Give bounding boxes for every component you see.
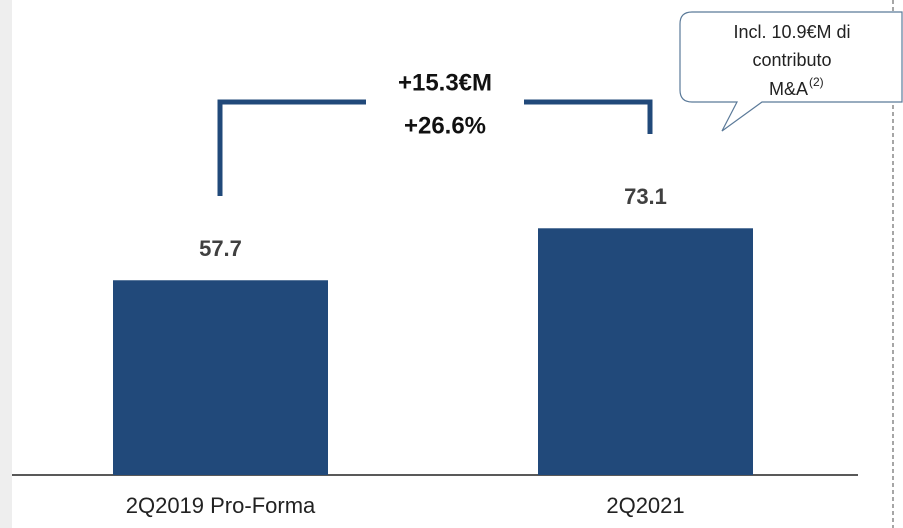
bracket <box>217 99 653 196</box>
delta-pct: +26.6% <box>404 112 486 139</box>
delta-abs: +15.3€M <box>398 69 492 96</box>
bar <box>113 280 328 475</box>
callout-superscript: (2) <box>809 75 824 89</box>
callout-line: Incl. 10.9€M di <box>733 22 850 42</box>
callout-line: M&A <box>769 79 808 99</box>
callout-line: contributo <box>752 50 831 70</box>
callout-box <box>679 11 903 132</box>
value-label: 73.1 <box>624 184 667 209</box>
x-tick-label: 2Q2021 <box>606 493 684 518</box>
side-strip <box>0 0 12 528</box>
value-label: 57.7 <box>199 236 242 261</box>
bar <box>538 228 753 475</box>
x-tick-label: 2Q2019 Pro-Forma <box>126 493 316 518</box>
